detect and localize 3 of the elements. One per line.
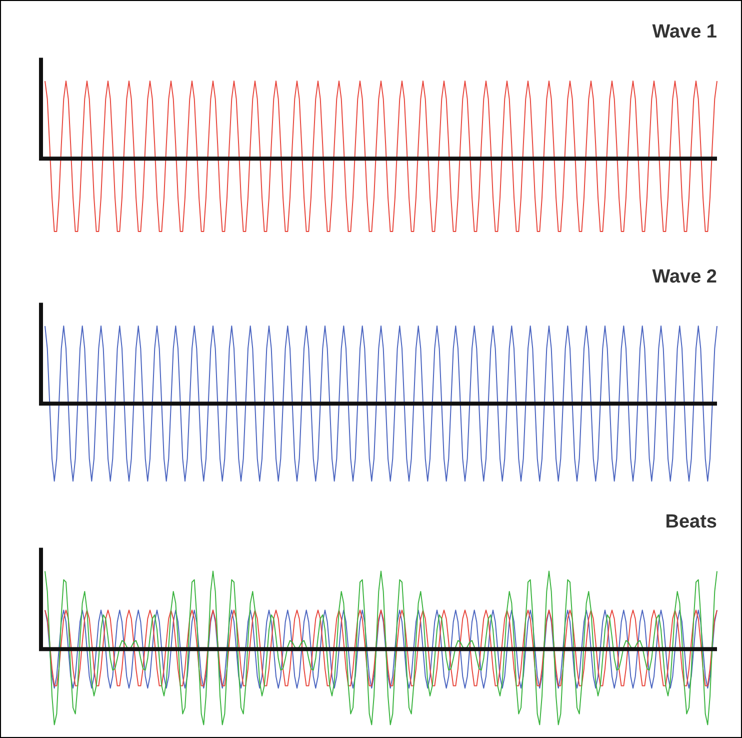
chart-title: Beats <box>665 512 717 533</box>
chart-title: Wave 2 <box>652 266 717 288</box>
chart-title: Wave 1 <box>652 22 718 43</box>
